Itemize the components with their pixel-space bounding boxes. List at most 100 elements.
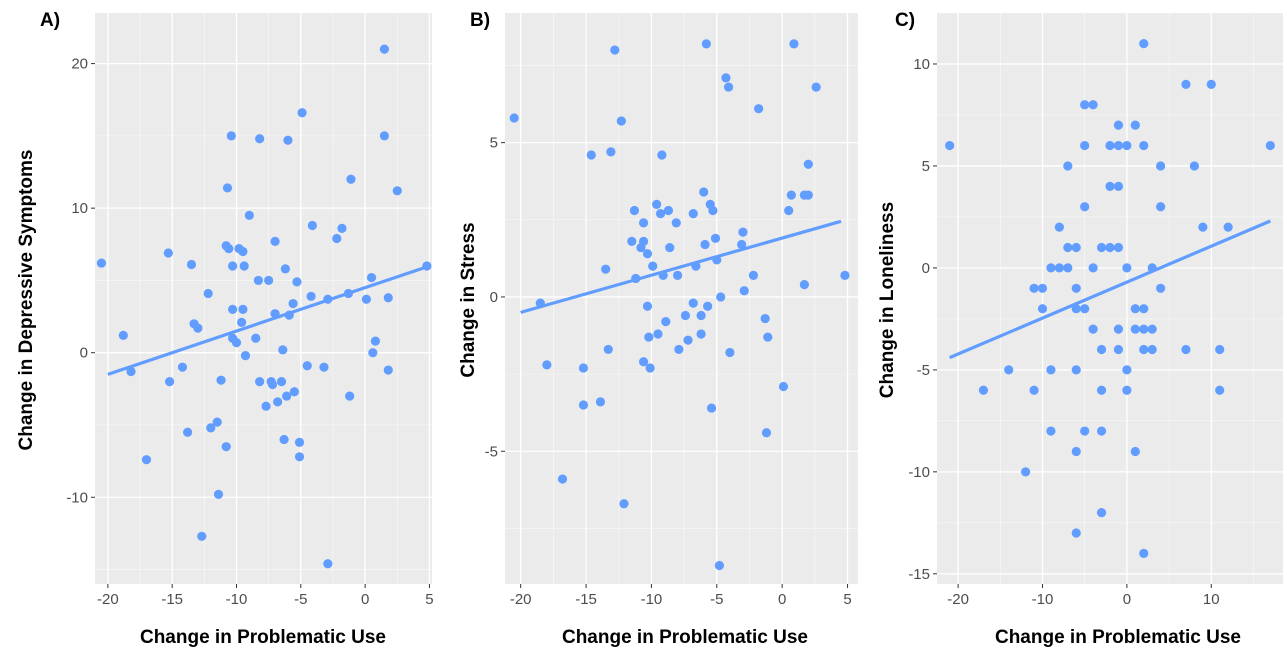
data-point <box>297 108 307 118</box>
plot-background <box>95 13 432 584</box>
data-point <box>177 362 188 372</box>
x-tick-label: -15 <box>575 591 597 608</box>
trend-line <box>107 264 430 376</box>
data-point <box>1156 283 1166 293</box>
data-point <box>610 45 620 55</box>
data-point <box>723 82 734 92</box>
data-point <box>244 210 254 220</box>
data-point <box>283 135 293 145</box>
data-point <box>786 190 796 200</box>
data-point <box>629 205 640 216</box>
data-point <box>619 499 629 509</box>
data-point <box>1063 242 1073 253</box>
data-point <box>255 377 265 387</box>
y-axis-title: Change in Depressive Symptoms <box>16 150 37 451</box>
data-point <box>978 385 989 395</box>
data-point <box>509 113 519 123</box>
x-tick-label: -5 <box>294 591 307 608</box>
data-point <box>251 333 261 343</box>
trend-line <box>520 219 842 314</box>
panel-a: -20 -15 -10 -5 0 5 -10 0 10 20 A) Change in Problem… <box>16 10 434 648</box>
data-point <box>216 375 226 385</box>
data-point <box>292 277 302 287</box>
x-tick-label: -5 <box>710 591 723 608</box>
data-point <box>1096 385 1107 395</box>
data-point <box>1080 140 1090 151</box>
data-point <box>1122 263 1132 273</box>
data-point <box>616 116 626 126</box>
data-point <box>763 332 773 342</box>
data-point <box>663 205 674 216</box>
data-point <box>379 44 390 54</box>
data-point <box>1130 304 1140 314</box>
data-point <box>294 437 305 447</box>
data-point <box>1181 79 1191 89</box>
data-point <box>237 317 247 327</box>
data-point <box>642 301 653 311</box>
x-axis-title: Change in Problematic Use <box>562 627 808 648</box>
data-point <box>683 335 693 345</box>
data-point <box>302 361 312 371</box>
data-point <box>672 270 683 280</box>
x-tick-label: -15 <box>161 591 183 608</box>
data-point <box>1080 100 1090 110</box>
data-point <box>383 293 393 303</box>
data-point <box>638 357 649 367</box>
data-point <box>255 134 265 144</box>
data-point <box>1139 140 1149 151</box>
y-tick-label: 10 <box>71 200 88 217</box>
data-point <box>361 294 372 304</box>
data-point <box>392 186 402 196</box>
data-point <box>1080 426 1090 436</box>
data-point <box>725 347 735 358</box>
data-point <box>601 264 611 274</box>
x-tick-label: 0 <box>778 591 786 608</box>
data-point <box>1215 344 1225 355</box>
data-point <box>644 332 654 342</box>
data-point <box>1215 385 1225 395</box>
data-point <box>213 489 224 499</box>
data-point <box>578 363 589 373</box>
y-tick-label: 0 <box>490 289 498 306</box>
data-point <box>1096 242 1107 253</box>
data-point <box>319 362 329 372</box>
x-tick-label: -20 <box>97 591 119 608</box>
x-tick-label: 5 <box>425 591 433 608</box>
data-point <box>1113 324 1124 334</box>
x-tick-label: -10 <box>1032 591 1054 608</box>
data-point <box>1046 263 1056 273</box>
data-point <box>238 304 248 314</box>
data-point <box>627 236 637 246</box>
data-point <box>1088 324 1098 334</box>
data-point <box>653 329 663 339</box>
data-point <box>799 280 809 290</box>
data-point <box>688 209 698 219</box>
x-axis-title: Change in Problematic Use <box>995 627 1241 648</box>
data-point <box>674 344 684 355</box>
data-point <box>1063 263 1073 273</box>
data-point <box>557 474 568 484</box>
data-point <box>165 377 175 387</box>
x-tick-label: 10 <box>1203 591 1220 608</box>
data-point <box>332 233 342 244</box>
panel-c: -20 -10 0 10 -15 -10 -5 0 5 10 C) Change in Problem… <box>877 10 1283 648</box>
data-point <box>701 39 711 49</box>
data-point <box>1071 365 1081 375</box>
data-point <box>1054 263 1064 273</box>
data-point <box>1096 344 1107 355</box>
data-point <box>1046 365 1056 375</box>
data-point <box>738 227 748 237</box>
data-point <box>699 187 709 197</box>
y-tick-label: 5 <box>922 158 930 175</box>
data-point <box>370 336 381 346</box>
data-point <box>1122 140 1132 151</box>
data-point <box>714 560 725 571</box>
data-point <box>346 174 356 184</box>
data-point <box>1206 79 1216 89</box>
data-point <box>212 417 222 427</box>
y-tick-label: 20 <box>71 56 88 73</box>
data-point <box>680 310 691 321</box>
data-point <box>1071 528 1081 538</box>
data-point <box>1088 100 1098 110</box>
data-point <box>578 400 589 410</box>
